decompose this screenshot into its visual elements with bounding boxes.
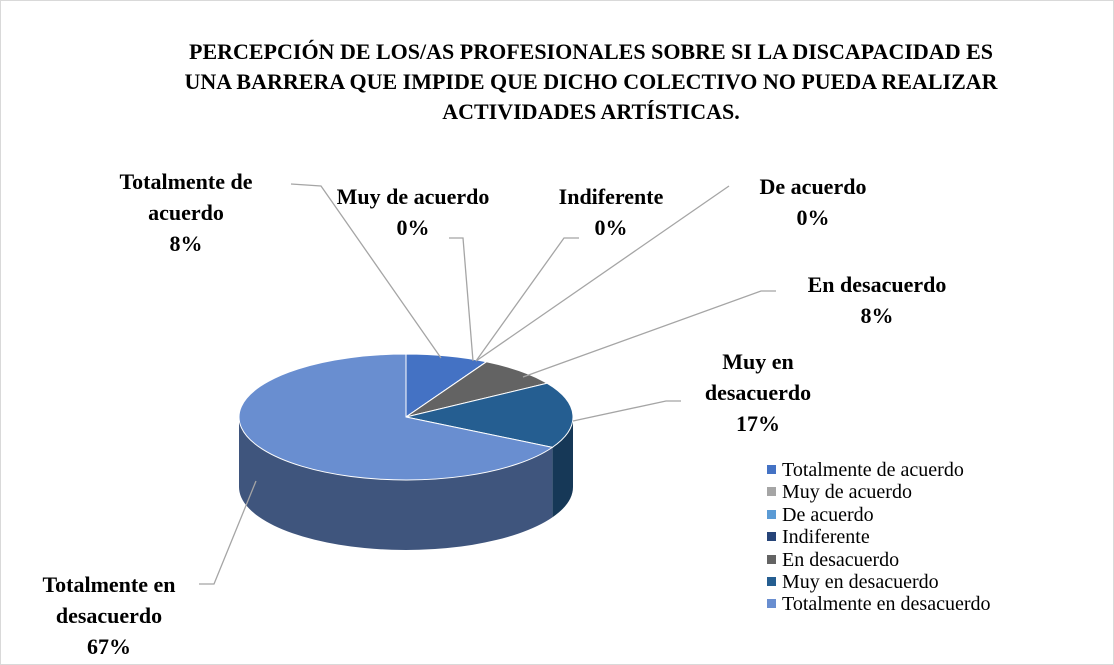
data-label-name: En desacuerdo <box>807 272 947 297</box>
pie-slice <box>405 382 574 448</box>
leader-line <box>475 185 730 362</box>
leader-line <box>572 400 681 422</box>
legend-swatch <box>767 599 776 609</box>
data-label-name: Totalmente de acuerdo <box>119 169 253 225</box>
legend-entry: Indiferente <box>767 526 870 548</box>
pie-slice <box>238 353 554 481</box>
legend-swatch <box>767 465 776 474</box>
data-label: Totalmente de acuerdo 8% <box>86 166 286 259</box>
data-label-name: De acuerdo <box>759 174 867 199</box>
legend-entry: Totalmente en desacuerdo <box>767 593 991 615</box>
legend-swatch <box>767 577 776 586</box>
leader-line <box>449 237 474 362</box>
data-label-value: 8% <box>169 231 203 256</box>
leader-line <box>290 183 442 359</box>
legend-label: Totalmente de acuerdo <box>782 459 964 481</box>
pie-side <box>552 417 573 518</box>
data-label-value: 0% <box>396 215 430 240</box>
legend-entry: Muy en desacuerdo <box>767 571 939 593</box>
legend-swatch <box>767 509 776 519</box>
data-label: Muy en desacuerdo 17% <box>678 346 838 439</box>
leader-line <box>522 290 776 378</box>
chart-title: PERCEPCIÓN DE LOS/AS PROFESIONALES SOBRE… <box>184 39 998 124</box>
leader-line <box>475 237 579 362</box>
data-label: Muy de acuerdo 0% <box>313 181 513 243</box>
data-label-value: 0% <box>796 205 830 230</box>
legend-label: Muy de acuerdo <box>782 481 912 504</box>
data-label-name: Indiferente <box>558 184 664 209</box>
data-label: De acuerdo 0% <box>723 171 903 233</box>
data-label-value: 17% <box>736 411 780 436</box>
data-label-name: Totalmente en desacuerdo <box>42 572 176 628</box>
data-label-name: Muy en desacuerdo <box>704 349 812 405</box>
data-label: Indiferente 0% <box>521 181 701 243</box>
legend-label: De acuerdo <box>782 503 874 526</box>
legend-label: Indiferente <box>782 526 870 549</box>
legend-label: Muy en desacuerdo <box>782 571 939 593</box>
data-label-value: 8% <box>860 303 894 328</box>
legend-entry: En desacuerdo <box>767 549 899 571</box>
legend-swatch <box>767 487 776 497</box>
legend-swatch <box>767 532 776 542</box>
legend-swatch <box>767 554 776 564</box>
legend-label: Totalmente en desacuerdo <box>782 593 991 616</box>
pie-side <box>239 417 553 551</box>
leader-line <box>199 480 257 585</box>
data-label: Totalmente en desacuerdo 67% <box>9 569 209 662</box>
legend-entry: Totalmente de acuerdo <box>767 459 964 481</box>
data-label-value: 0% <box>594 215 628 240</box>
legend-label: En desacuerdo <box>782 548 900 571</box>
legend-entry: Muy de acuerdo <box>767 481 912 503</box>
legend-entry: De acuerdo <box>767 504 874 526</box>
data-label-value: 67% <box>87 634 131 659</box>
data-label-name: Muy de acuerdo <box>336 184 490 209</box>
data-label: En desacuerdo 8% <box>767 269 987 331</box>
